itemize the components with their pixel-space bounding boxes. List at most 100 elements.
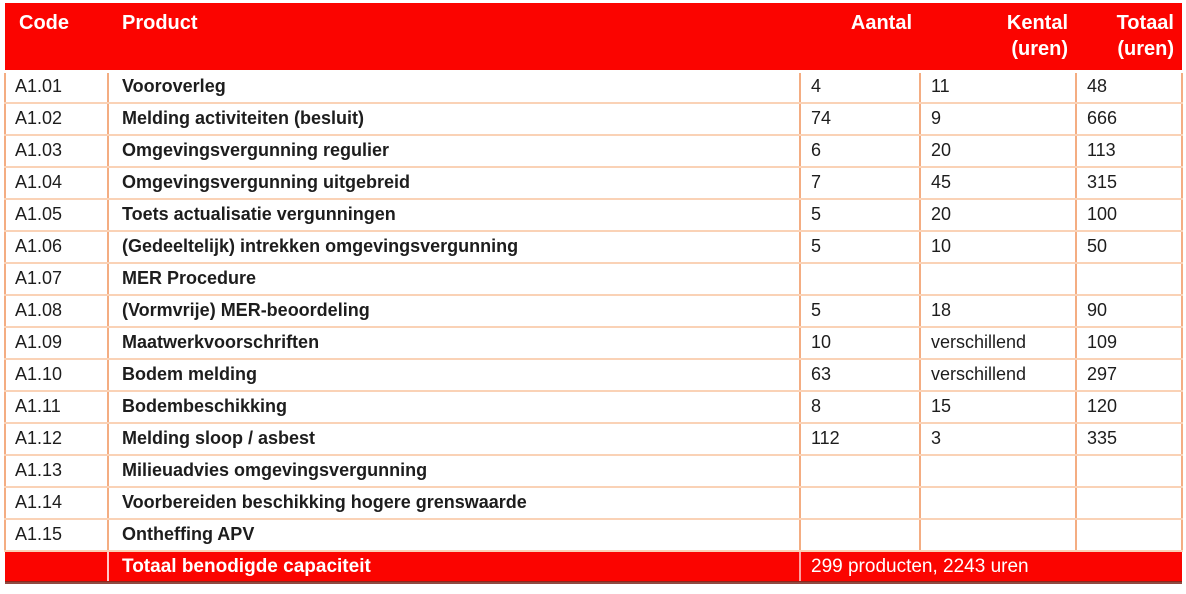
cell-product: Voorbereiden beschikking hogere grenswaa… xyxy=(107,486,801,520)
cell-code: A1.09 xyxy=(4,326,109,360)
cell-aantal: 6 xyxy=(799,134,921,168)
cell-kental xyxy=(919,454,1077,488)
header-kental-unit: (uren) xyxy=(1011,38,1068,60)
table-row: A1.01 Vooroverleg 4 11 48 xyxy=(4,70,1183,104)
cell-code: A1.07 xyxy=(4,262,109,296)
cell-code: A1.10 xyxy=(4,358,109,392)
table-row: A1.04 Omgevingsvergunning uitgebreid 7 4… xyxy=(4,166,1183,200)
cell-totaal: 335 xyxy=(1075,422,1183,456)
cell-aantal xyxy=(799,262,921,296)
cell-product: Bodem melding xyxy=(107,358,801,392)
cell-kental: 20 xyxy=(919,134,1077,168)
header-aantal-label: Aantal xyxy=(850,12,912,34)
cell-totaal: 90 xyxy=(1075,294,1183,328)
cell-kental: 18 xyxy=(919,294,1077,328)
capacity-table: Code Product Aantal Kental (uren) Totaal… xyxy=(4,3,1183,584)
cell-product: (Gedeeltelijk) intrekken omgevingsvergun… xyxy=(107,230,801,264)
cell-product: Omgevingsvergunning regulier xyxy=(107,134,801,168)
cell-kental: 45 xyxy=(919,166,1077,200)
cell-kental xyxy=(919,486,1077,520)
table-row: A1.02 Melding activiteiten (besluit) 74 … xyxy=(4,102,1183,136)
cell-totaal: 100 xyxy=(1075,198,1183,232)
cell-product: Melding sloop / asbest xyxy=(107,422,801,456)
table-row: A1.05 Toets actualisatie vergunningen 5 … xyxy=(4,198,1183,232)
cell-code: A1.13 xyxy=(4,454,109,488)
total-row-code-cell xyxy=(5,550,108,584)
cell-kental: 3 xyxy=(919,422,1077,456)
cell-kental: 11 xyxy=(919,70,1077,104)
table-row: A1.06 (Gedeeltelijk) intrekken omgevings… xyxy=(4,230,1183,264)
cell-product: Vooroverleg xyxy=(107,70,801,104)
cell-aantal: 5 xyxy=(799,198,921,232)
table-row: A1.15 Ontheffing APV xyxy=(4,518,1183,552)
cell-totaal: 113 xyxy=(1075,134,1183,168)
cell-aantal xyxy=(799,518,921,552)
cell-aantal: 74 xyxy=(799,102,921,136)
table-row: A1.09 Maatwerkvoorschriften 10 verschill… xyxy=(4,326,1183,360)
cell-aantal xyxy=(799,486,921,520)
cell-totaal: 109 xyxy=(1075,326,1183,360)
header-kental: Kental (uren) xyxy=(920,3,1076,73)
cell-aantal: 7 xyxy=(799,166,921,200)
table-row: A1.14 Voorbereiden beschikking hogere gr… xyxy=(4,486,1183,520)
cell-kental xyxy=(919,518,1077,552)
cell-product: Milieuadvies omgevingsvergunning xyxy=(107,454,801,488)
cell-aantal: 63 xyxy=(799,358,921,392)
cell-aantal xyxy=(799,454,921,488)
cell-code: A1.04 xyxy=(4,166,109,200)
header-kental-label: Kental xyxy=(1006,12,1068,34)
header-product-label: Product xyxy=(122,12,198,34)
cell-kental xyxy=(919,262,1077,296)
cell-code: A1.08 xyxy=(4,294,109,328)
cell-aantal: 8 xyxy=(799,390,921,424)
cell-kental: 10 xyxy=(919,230,1077,264)
header-aantal: Aantal xyxy=(800,3,920,73)
cell-totaal xyxy=(1075,262,1183,296)
header-totaal: Totaal (uren) xyxy=(1076,3,1182,73)
cell-code: A1.02 xyxy=(4,102,109,136)
table-row: A1.12 Melding sloop / asbest 112 3 335 xyxy=(4,422,1183,456)
header-totaal-unit: (uren) xyxy=(1117,38,1174,60)
cell-aantal: 5 xyxy=(799,294,921,328)
cell-code: A1.14 xyxy=(4,486,109,520)
cell-code: A1.15 xyxy=(4,518,109,552)
cell-aantal: 10 xyxy=(799,326,921,360)
cell-product: Melding activiteiten (besluit) xyxy=(107,102,801,136)
header-row: Code Product Aantal Kental (uren) Totaal… xyxy=(5,3,1182,73)
cell-product: MER Procedure xyxy=(107,262,801,296)
cell-kental: 20 xyxy=(919,198,1077,232)
cell-code: A1.12 xyxy=(4,422,109,456)
table-footer: Totaal benodigde capaciteit 299 producte… xyxy=(5,550,1182,584)
cell-code: A1.03 xyxy=(4,134,109,168)
cell-product: Maatwerkvoorschriften xyxy=(107,326,801,360)
cell-kental: 15 xyxy=(919,390,1077,424)
table-row: A1.10 Bodem melding 63 verschillend 297 xyxy=(4,358,1183,392)
cell-aantal: 5 xyxy=(799,230,921,264)
cell-totaal: 48 xyxy=(1075,70,1183,104)
header-product: Product xyxy=(108,3,800,73)
table-header: Code Product Aantal Kental (uren) Totaal… xyxy=(5,3,1182,73)
cell-totaal: 666 xyxy=(1075,102,1183,136)
cell-totaal xyxy=(1075,454,1183,488)
cell-code: A1.01 xyxy=(4,70,109,104)
cell-product: Omgevingsvergunning uitgebreid xyxy=(107,166,801,200)
header-code-label: Code xyxy=(19,12,69,34)
cell-totaal xyxy=(1075,518,1183,552)
total-row: Totaal benodigde capaciteit 299 producte… xyxy=(5,550,1182,584)
cell-totaal: 120 xyxy=(1075,390,1183,424)
cell-kental: verschillend xyxy=(919,358,1077,392)
cell-totaal: 297 xyxy=(1075,358,1183,392)
cell-product: Toets actualisatie vergunningen xyxy=(107,198,801,232)
cell-product: Ontheffing APV xyxy=(107,518,801,552)
cell-totaal xyxy=(1075,486,1183,520)
cell-code: A1.06 xyxy=(4,230,109,264)
table-row: A1.07 MER Procedure xyxy=(4,262,1183,296)
cell-kental: verschillend xyxy=(919,326,1077,360)
table-row: A1.13 Milieuadvies omgevingsvergunning xyxy=(4,454,1183,488)
cell-code: A1.11 xyxy=(4,390,109,424)
cell-totaal: 50 xyxy=(1075,230,1183,264)
table-body: A1.01 Vooroverleg 4 11 48 A1.02 Melding … xyxy=(4,70,1183,552)
cell-totaal: 315 xyxy=(1075,166,1183,200)
header-totaal-label: Totaal xyxy=(1116,12,1174,34)
